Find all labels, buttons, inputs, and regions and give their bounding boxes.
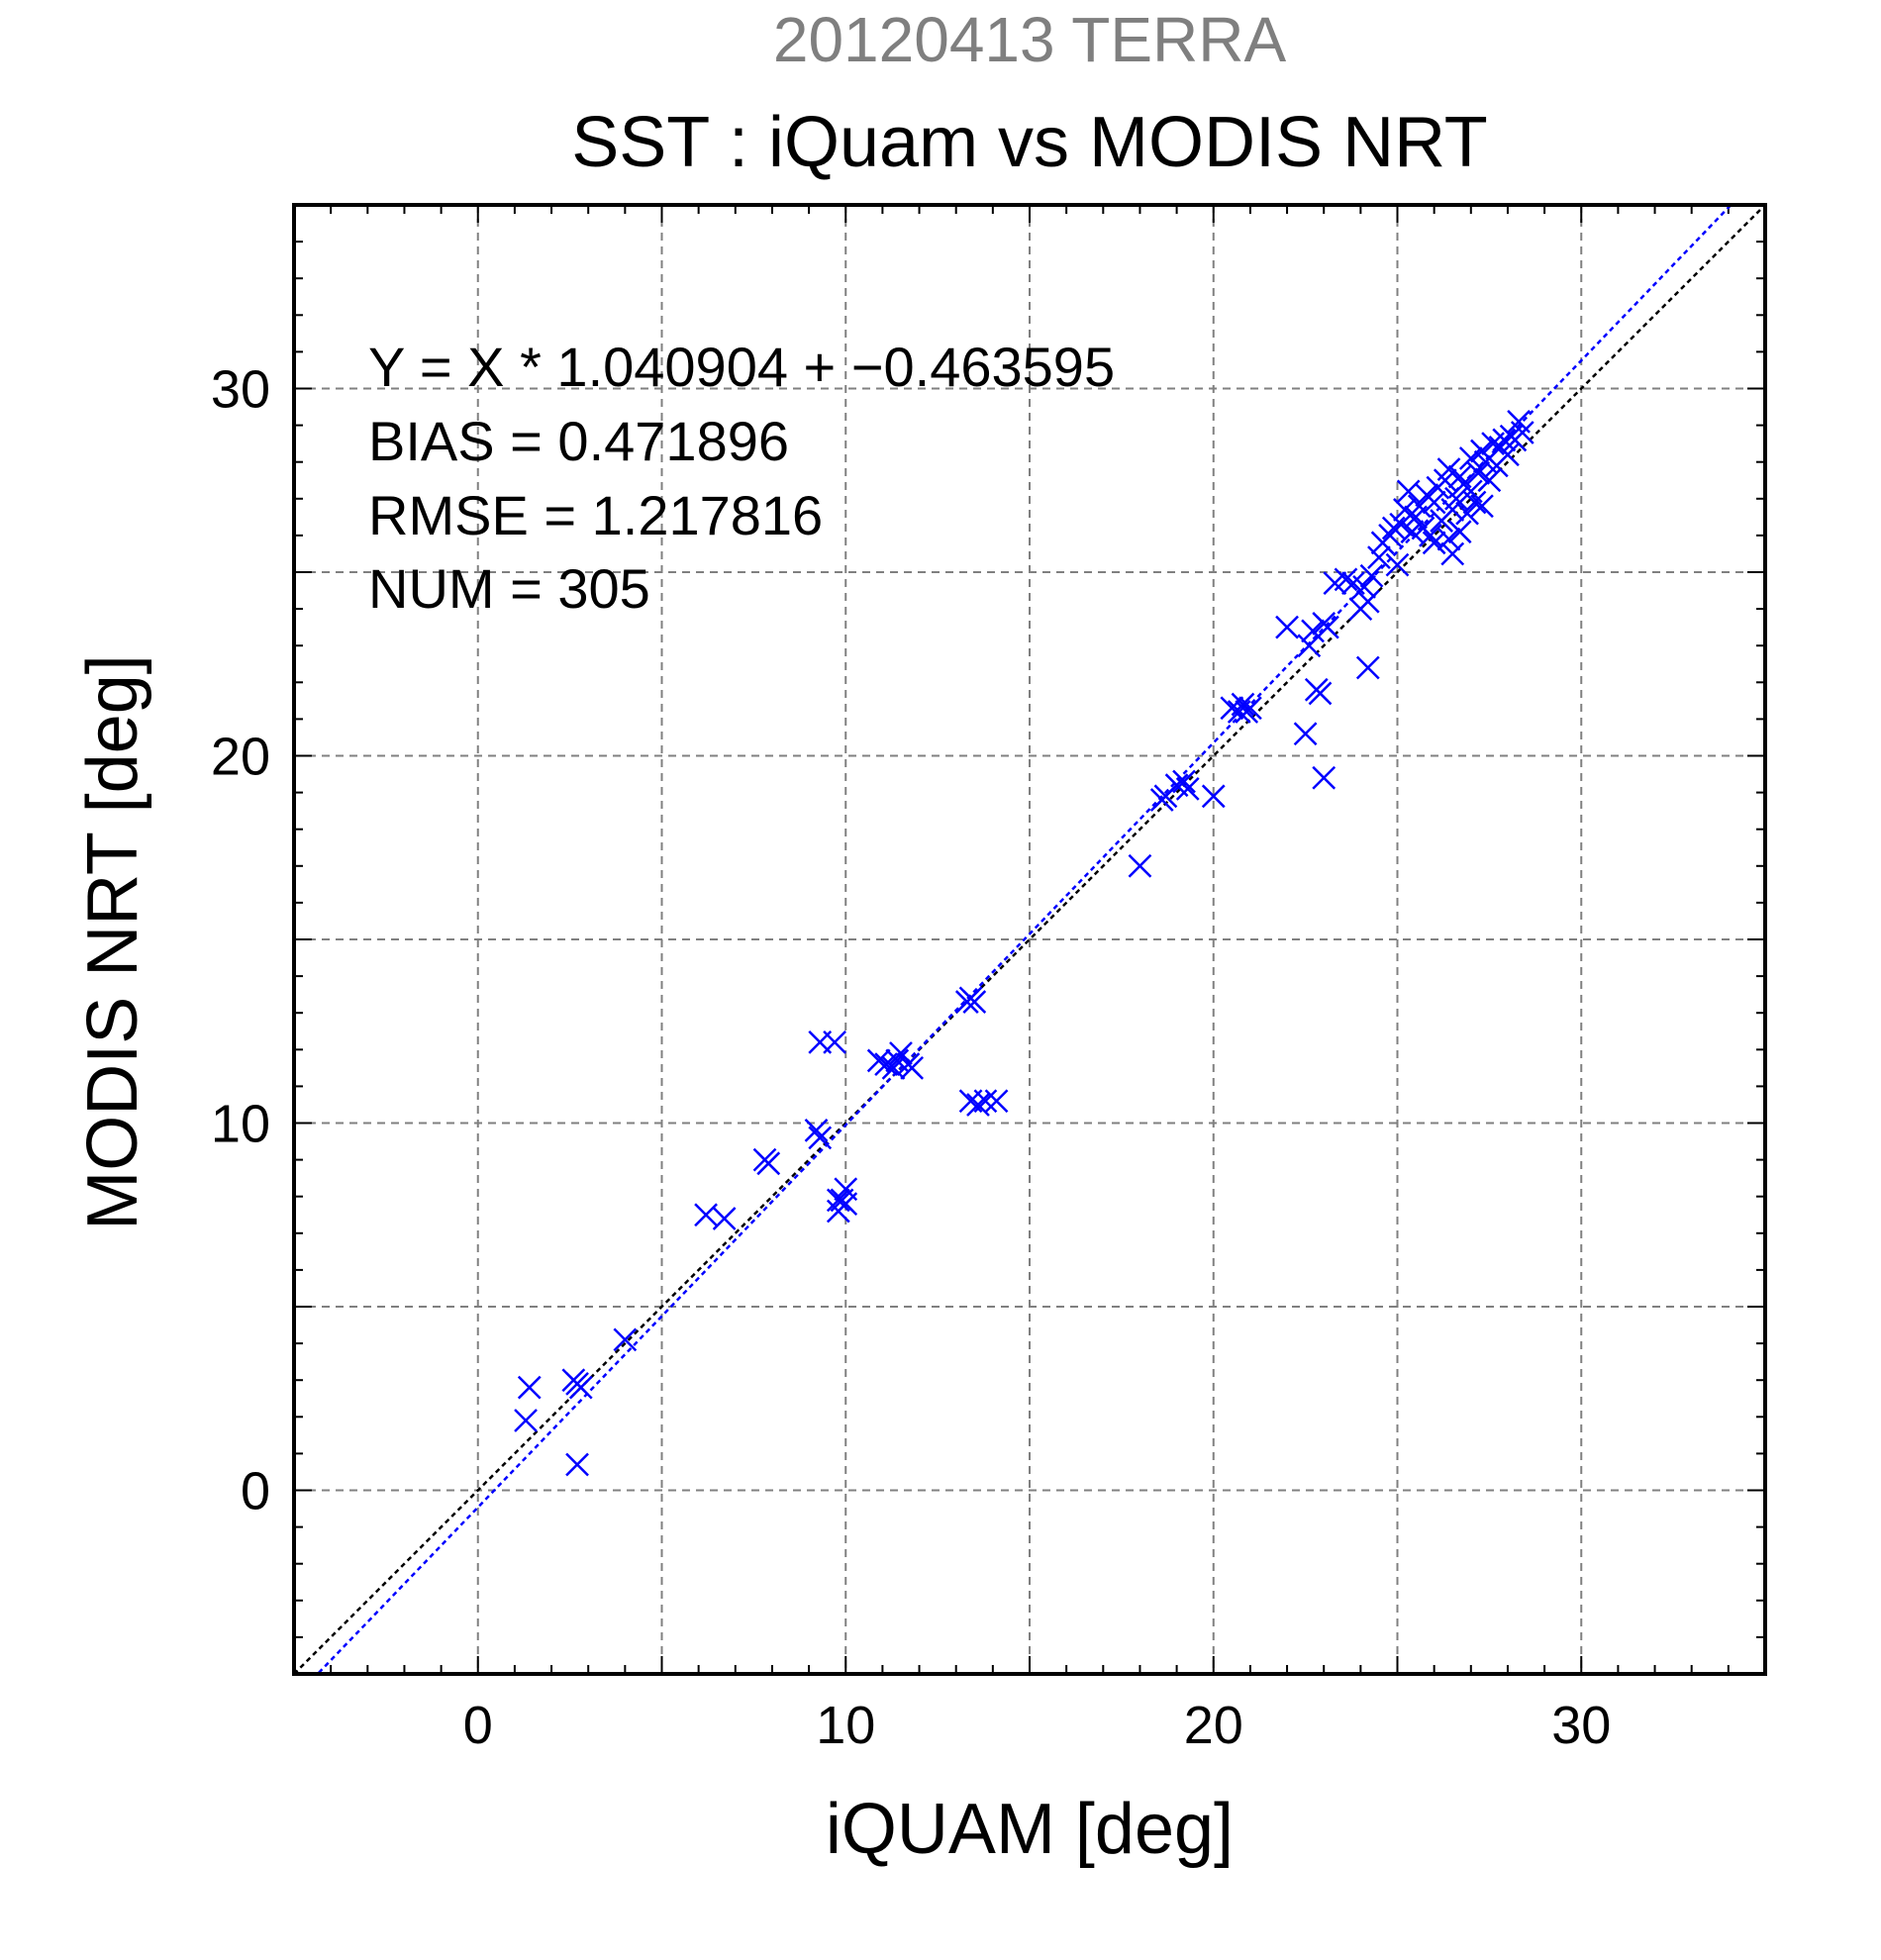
y-tick-label: 0 (241, 1462, 270, 1521)
one-to-one-line (294, 205, 1765, 1674)
data-point (565, 1452, 589, 1477)
chart-suptitle: 20120413 TERRA (773, 4, 1287, 75)
data-point (984, 1089, 1009, 1114)
data-point (1359, 563, 1384, 588)
data-point (1477, 468, 1502, 493)
data-point (1393, 498, 1417, 522)
data-point (1419, 524, 1442, 547)
grid-lines (294, 205, 1765, 1674)
num-value: NUM = 305 (368, 557, 650, 620)
data-point (1407, 494, 1432, 519)
data-point (1301, 619, 1325, 643)
data-point (823, 1029, 846, 1054)
data-point (1422, 490, 1446, 515)
data-point (1293, 722, 1318, 746)
data-point (1444, 486, 1468, 511)
data-point (889, 1041, 913, 1065)
chart-title: SST : iQuam vs MODIS NRT (571, 103, 1488, 182)
x-tick-label: 20 (1184, 1696, 1243, 1755)
data-point (1367, 545, 1391, 570)
data-point (1238, 696, 1262, 721)
data-point (1334, 567, 1358, 592)
x-tick-label: 0 (463, 1696, 493, 1755)
plot-frame (292, 203, 1767, 1676)
data-point (756, 1151, 781, 1176)
y-axis-label: MODIS NRT [deg] (73, 654, 152, 1230)
data-point (1496, 442, 1520, 467)
data-point (1308, 681, 1333, 706)
tick-labels: 0 10 20 30 0 10 20 30 (211, 360, 1611, 1756)
data-point (1492, 428, 1517, 452)
data-point (866, 1048, 891, 1073)
y-tick-label: 20 (211, 728, 270, 787)
data-points (514, 410, 1534, 1477)
data-point (881, 1055, 906, 1080)
data-point (517, 1375, 542, 1400)
data-point (1389, 512, 1414, 537)
stats-annotation: Y = X * 1.040904 + −0.463595 BIAS = 0.47… (368, 336, 1115, 620)
data-point (1381, 516, 1406, 540)
data-point (1458, 446, 1483, 470)
data-point (1385, 552, 1410, 577)
data-point (1355, 589, 1380, 614)
data-point (1510, 421, 1534, 444)
y-tick-label: 10 (211, 1095, 270, 1154)
fit-equation: Y = X * 1.040904 + −0.463595 (368, 336, 1115, 398)
data-point (826, 1188, 850, 1213)
data-point (694, 1203, 718, 1227)
data-point (900, 1055, 925, 1080)
data-point (834, 1192, 858, 1217)
data-point (1201, 784, 1226, 809)
data-point (1447, 520, 1472, 544)
data-point (1355, 655, 1380, 680)
data-point (1470, 494, 1494, 519)
data-point (1275, 615, 1299, 639)
bias-value: BIAS = 0.471896 (368, 410, 789, 472)
data-point (514, 1409, 538, 1432)
data-point (804, 1119, 829, 1142)
data-point (1231, 692, 1255, 717)
x-tick-label: 30 (1551, 1696, 1611, 1755)
data-point (973, 1089, 998, 1114)
data-point (1312, 765, 1336, 790)
data-point (712, 1207, 737, 1230)
data-point (1436, 527, 1461, 551)
data-point (1455, 501, 1479, 526)
data-point (1466, 460, 1491, 485)
data-point (1175, 777, 1200, 801)
rmse-value: RMSE = 1.217816 (368, 484, 823, 546)
data-point (1440, 541, 1465, 566)
data-point (966, 1093, 990, 1117)
x-tick-label: 10 (816, 1696, 875, 1755)
x-axis-label: iQUAM [deg] (826, 1790, 1234, 1869)
data-point (1172, 769, 1196, 794)
data-point (1128, 853, 1152, 878)
data-point (962, 990, 987, 1014)
data-point (613, 1327, 638, 1352)
data-point (1297, 634, 1322, 658)
data-point (568, 1375, 593, 1400)
y-tick-label: 30 (211, 360, 270, 420)
data-point (1396, 479, 1421, 504)
data-point (1422, 531, 1446, 555)
data-point (1352, 574, 1376, 599)
data-point (1462, 490, 1487, 515)
data-point (808, 1126, 833, 1150)
data-point (1316, 615, 1339, 639)
data-point (1447, 464, 1472, 489)
